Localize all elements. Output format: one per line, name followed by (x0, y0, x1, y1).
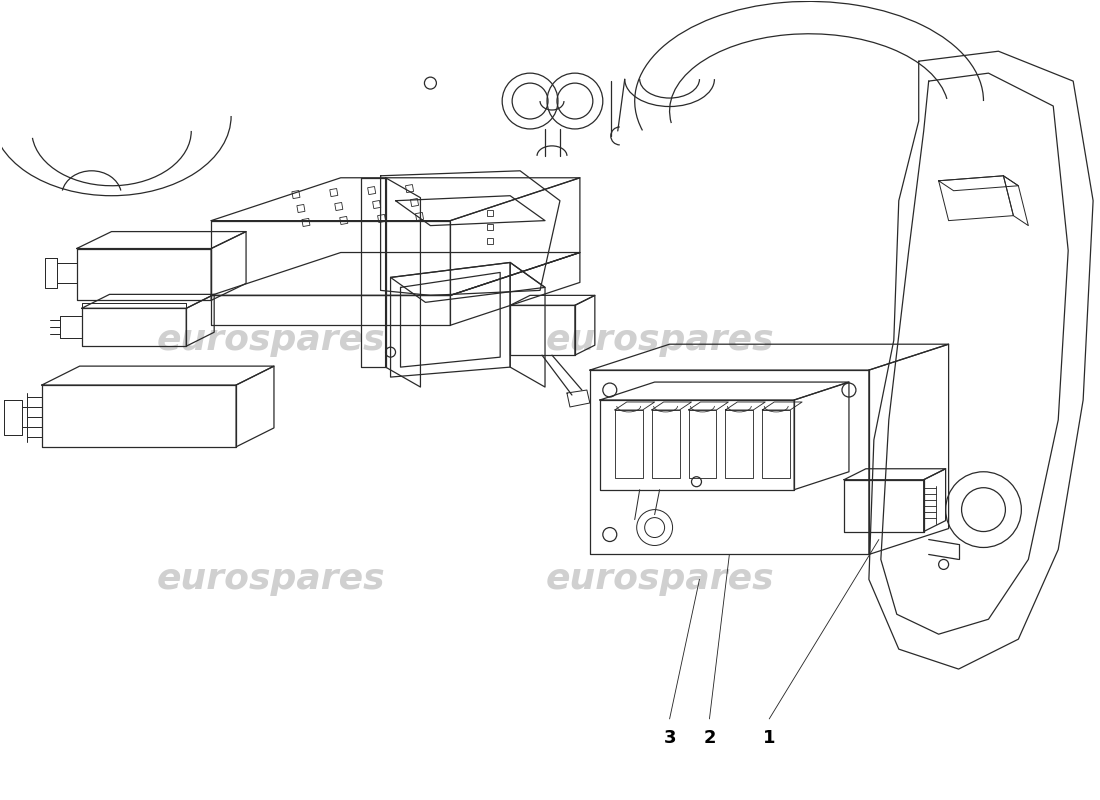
Bar (367, 186, 376, 194)
Bar (487, 210, 493, 216)
Bar (297, 205, 305, 213)
Bar (416, 213, 424, 221)
Text: 3: 3 (663, 729, 675, 747)
Text: eurospares: eurospares (156, 562, 385, 596)
Text: eurospares: eurospares (546, 323, 774, 358)
Bar (334, 202, 343, 210)
Text: 2: 2 (703, 729, 716, 747)
Text: eurospares: eurospares (546, 562, 774, 596)
Bar (406, 185, 414, 193)
Bar (377, 214, 386, 222)
Bar (292, 190, 300, 198)
Bar (330, 189, 338, 197)
Bar (373, 201, 381, 209)
Bar (340, 217, 348, 225)
Text: eurospares: eurospares (156, 323, 385, 358)
Bar (301, 218, 310, 226)
Bar (410, 198, 419, 206)
Bar (487, 224, 493, 230)
Text: 1: 1 (763, 729, 776, 747)
Bar (487, 238, 493, 243)
